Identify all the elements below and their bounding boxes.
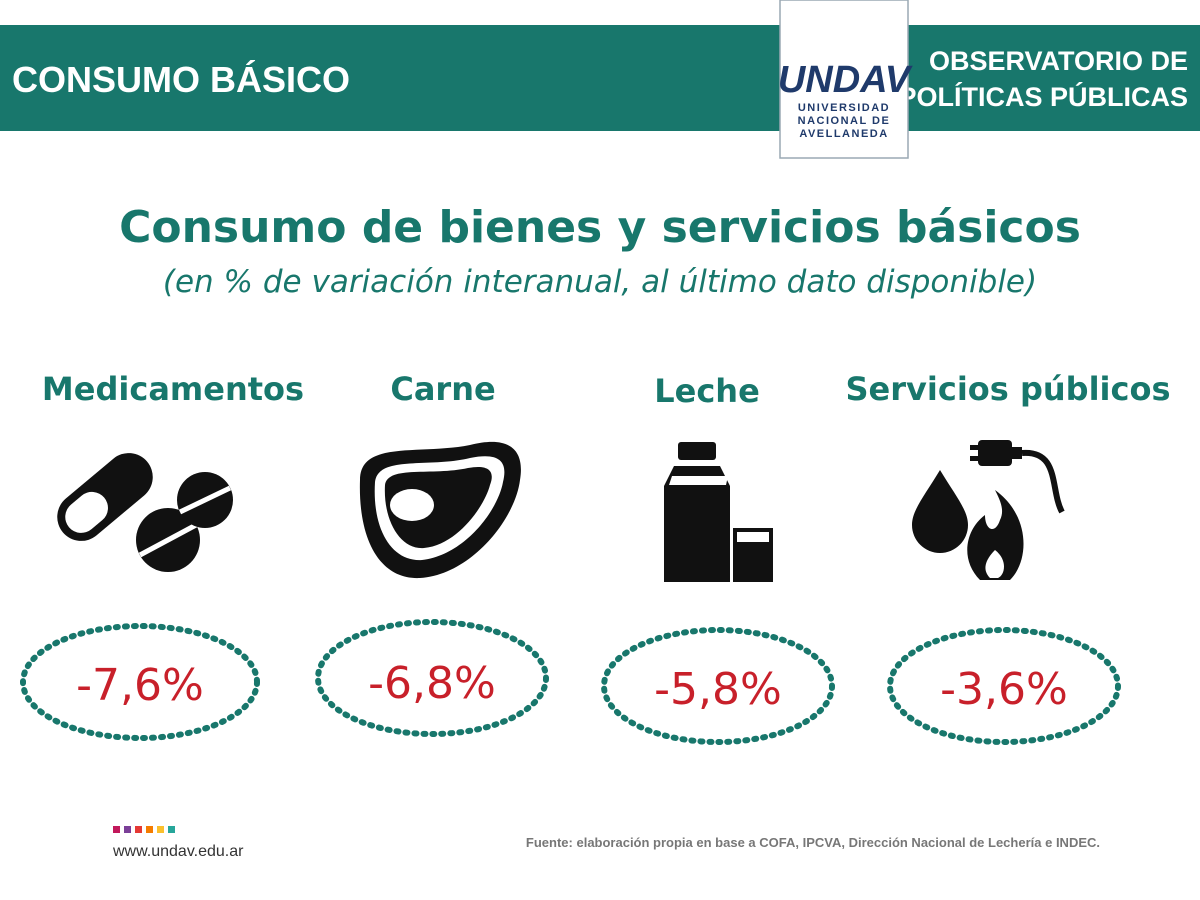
- footer-url: www.undav.edu.ar: [112, 843, 244, 860]
- icon-pills: [57, 453, 233, 572]
- footer-source: Fuente: elaboración propia en base a COF…: [526, 835, 1100, 850]
- icon-utilities: [912, 440, 1065, 580]
- subtitle: (en % de variación interanual, al último…: [163, 264, 1037, 300]
- logo-line: AVELLANEDA: [799, 128, 888, 140]
- header-band: [0, 25, 1200, 131]
- item-label: Leche: [654, 372, 760, 410]
- item-label: Carne: [390, 370, 495, 408]
- logo-box: [779, 0, 909, 159]
- item-label: Servicios públicos: [846, 370, 1171, 408]
- icon-meat: [359, 441, 521, 579]
- logo-line: NACIONAL DE: [798, 115, 891, 127]
- value-frame: [601, 627, 835, 745]
- icon-milk: [664, 442, 773, 582]
- color-squares: [113, 826, 175, 833]
- item-value: -6,8%: [368, 658, 496, 709]
- observatory-line: OBSERVATORIO DE: [929, 46, 1188, 76]
- title: Consumo de bienes y servicios básicos: [119, 202, 1081, 253]
- observatory-line: POLÍTICAS PÚBLICAS: [898, 81, 1188, 112]
- item-label: Medicamentos: [42, 370, 304, 408]
- logo-line: UNIVERSIDAD: [798, 102, 890, 114]
- item-value: -7,6%: [76, 660, 204, 711]
- item-value: -3,6%: [940, 664, 1068, 715]
- value-frame: [20, 623, 260, 741]
- logo-wordmark: UNDAV: [778, 59, 913, 101]
- value-frame: [315, 619, 549, 737]
- item-value: -5,8%: [654, 664, 782, 715]
- value-frame: [887, 627, 1121, 745]
- section-title: CONSUMO BÁSICO: [12, 59, 350, 100]
